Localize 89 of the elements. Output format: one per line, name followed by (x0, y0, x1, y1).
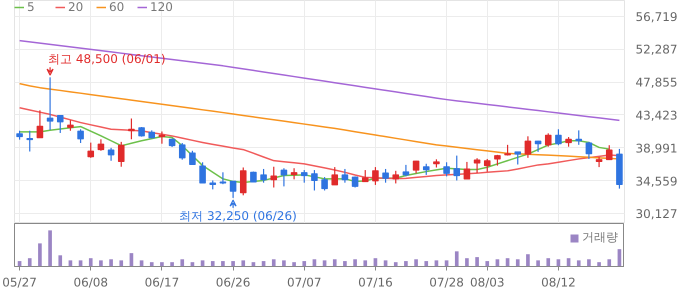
candlestick (311, 169, 318, 192)
x-tick-label: 06/08 (73, 276, 108, 289)
candlestick (524, 136, 532, 158)
legend-label: 60 (109, 0, 126, 14)
x-tick-label: 08/03 (470, 276, 505, 289)
candlestick (240, 166, 247, 196)
candlestick (443, 162, 450, 177)
candlestick (220, 172, 226, 185)
candlestick (382, 168, 389, 184)
y-tick-label: 47,855 (636, 76, 678, 90)
y-tick-label: 30,127 (636, 207, 678, 222)
y-tick-label: 34,559 (636, 174, 678, 188)
candlestick (26, 130, 34, 152)
candlestick (321, 176, 328, 192)
candlestick (402, 164, 410, 177)
candlestick (575, 130, 582, 146)
bar (526, 254, 530, 266)
candlestick (250, 170, 257, 183)
candlestick (565, 136, 572, 148)
candlestick (87, 142, 94, 158)
y-tick-label: 43,423 (636, 108, 678, 122)
candlestick (586, 141, 592, 160)
x-tick-label: 06/17 (144, 276, 180, 289)
x-tick-label: 05/27 (2, 276, 37, 289)
candlestick (77, 128, 84, 144)
y-tick-label: 38,991 (636, 141, 678, 156)
candlestick (270, 166, 278, 188)
candlestick (372, 166, 379, 186)
bar (546, 258, 550, 266)
candlestick (230, 180, 236, 198)
x-tick-label: 07/28 (429, 276, 464, 289)
candlestick (260, 168, 267, 184)
bar (566, 258, 570, 266)
candlestick (98, 138, 104, 152)
candlestick (596, 156, 602, 168)
x-tick-label: 07/16 (358, 276, 393, 289)
x-tick-label: 08/12 (541, 276, 576, 289)
annotation: 최저 32,250 (06/26) (179, 209, 297, 224)
candlestick (209, 180, 216, 190)
candlestick (555, 128, 562, 146)
bar (28, 258, 32, 266)
bar (475, 257, 479, 266)
x-tick-label: 07/07 (286, 276, 322, 289)
candlestick (514, 151, 522, 166)
candlestick (392, 170, 400, 184)
candlestick (199, 162, 206, 184)
candlestick (484, 158, 491, 172)
candlestick (544, 132, 552, 148)
candlestick (189, 150, 196, 166)
line-series (18, 40, 620, 122)
candlestick (464, 161, 470, 180)
candlestick (453, 155, 460, 182)
y-tick-label: 56,719 (636, 10, 678, 24)
legend-label: 120 (150, 0, 173, 14)
candlestick (534, 140, 542, 152)
bar (618, 249, 622, 266)
bar (454, 251, 459, 266)
candlestick (36, 110, 44, 138)
candlestick (422, 163, 430, 176)
candlestick (46, 76, 54, 131)
candlestick (56, 114, 64, 134)
bar (506, 258, 510, 266)
y-tick-label: 52,287 (636, 42, 678, 57)
candlestick (342, 168, 348, 184)
candlestick (108, 147, 114, 162)
bar (88, 258, 93, 266)
legend-label: 20 (68, 0, 84, 14)
legend-label: 5 (27, 0, 36, 14)
candlestick (331, 166, 338, 186)
candlestick (280, 168, 288, 187)
candlestick (118, 141, 125, 168)
bar (38, 243, 42, 266)
bar (465, 258, 469, 266)
candlestick (606, 144, 613, 160)
bar (130, 253, 134, 266)
candlestick (474, 158, 480, 174)
x-tick-label: 06/26 (216, 276, 250, 289)
annotation: 최고 48,500 (06/01) (48, 52, 166, 66)
candlestick (158, 130, 166, 144)
bar (374, 258, 378, 266)
candlestick (362, 169, 369, 183)
candlestick (412, 160, 420, 174)
candlestick (300, 169, 308, 184)
candlestick (67, 120, 74, 132)
bar (58, 255, 62, 266)
legend-label: 거래량 (582, 229, 618, 246)
candlestick (178, 142, 186, 160)
candlestick (290, 168, 298, 180)
bar (48, 230, 52, 266)
